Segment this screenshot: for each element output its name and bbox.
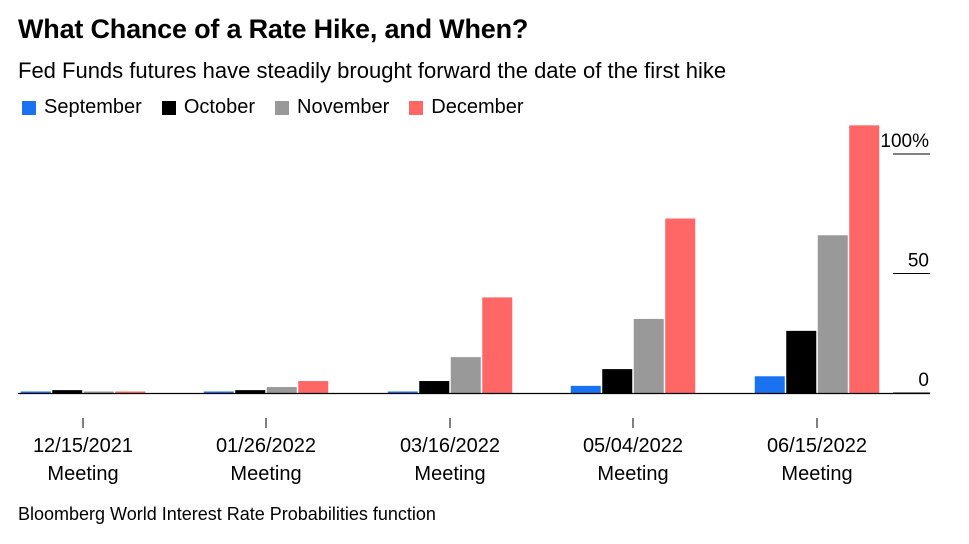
legend-item-october: October <box>161 96 255 119</box>
bar-november-1 <box>83 391 114 393</box>
bar-september-4 <box>570 385 601 393</box>
x-tick-label-meeting-1: Meeting <box>47 463 118 485</box>
x-tick-label-date-2: 01/26/2022 <box>216 435 316 457</box>
legend-item-september: September <box>22 96 142 119</box>
bar-september-3 <box>387 391 418 393</box>
bar-october-2 <box>235 390 266 393</box>
bar-september-5 <box>754 376 785 393</box>
legend-label-november: November <box>297 96 390 118</box>
chart-subtitle: Fed Funds futures have steadily brought … <box>18 58 727 83</box>
x-tick-label-date-1: 12/15/2021 <box>33 435 133 457</box>
bar-december-1 <box>115 391 146 393</box>
legend-item-december: December <box>409 96 524 119</box>
legend: September October November December <box>22 96 544 119</box>
bar-november-3 <box>450 357 481 393</box>
legend-label-september: September <box>44 96 142 118</box>
legend-swatch-december <box>409 100 424 115</box>
bar-december-4 <box>665 218 696 393</box>
x-tick-label-meeting-3: Meeting <box>414 463 485 485</box>
legend-swatch-november <box>275 100 289 115</box>
y-tick-label-1: 50 <box>908 251 929 272</box>
x-tick-label-meeting-4: Meeting <box>597 463 668 485</box>
bar-december-3 <box>482 297 513 393</box>
x-tick-label-meeting-5: Meeting <box>781 463 852 485</box>
bar-december-5 <box>849 125 880 393</box>
bar-november-4 <box>633 318 664 393</box>
bar-september-1 <box>20 391 51 393</box>
legend-item-november: November <box>275 96 389 119</box>
source-note: Bloomberg World Interest Rate Probabilit… <box>18 504 436 524</box>
bar-october-4 <box>602 369 633 393</box>
bar-september-2 <box>203 391 234 393</box>
bar-december-2 <box>298 381 329 393</box>
x-tick-label-date-5: 06/15/2022 <box>767 435 867 457</box>
x-tick-label-date-3: 03/16/2022 <box>400 435 500 457</box>
x-tick-label-meeting-2: Meeting <box>230 463 301 485</box>
legend-swatch-october <box>161 100 176 115</box>
bar-october-1 <box>52 390 83 393</box>
bar-november-5 <box>817 235 848 393</box>
x-tick-label-date-4: 05/04/2022 <box>583 435 683 457</box>
bar-november-2 <box>266 387 297 393</box>
chart-title: What Chance of a Rate Hike, and When? <box>18 14 529 44</box>
legend-swatch-september <box>22 100 36 115</box>
legend-label-october: October <box>183 96 255 118</box>
bar-october-5 <box>786 330 817 393</box>
y-tick-label-2: 0 <box>918 370 929 391</box>
y-tick-label-0: 100% <box>880 131 929 152</box>
legend-label-december: December <box>431 96 524 118</box>
bar-october-3 <box>419 381 450 393</box>
